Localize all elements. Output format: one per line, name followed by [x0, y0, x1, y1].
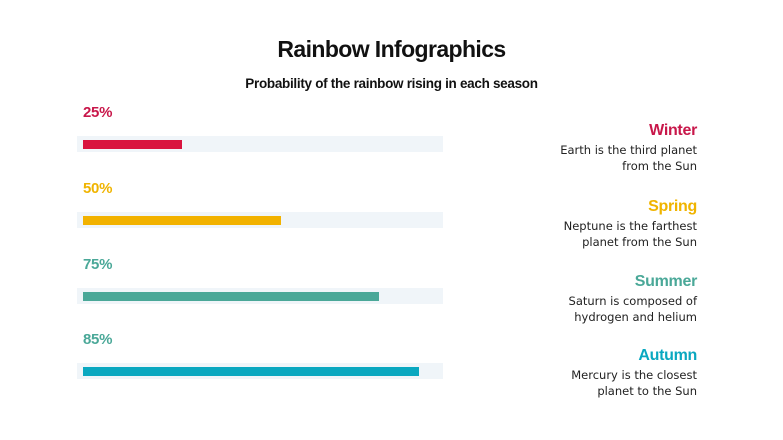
percent-label: 50%: [83, 180, 113, 197]
season-description: Mercury is the closest planet to the Sun: [497, 367, 697, 399]
percent-label: 85%: [83, 331, 113, 348]
bar-track: [77, 363, 443, 379]
description-line: hydrogen and helium: [574, 310, 697, 324]
season-description: Saturn is composed of hydrogen and heliu…: [497, 293, 697, 325]
bar-fill: [83, 216, 281, 225]
description-line: from the Sun: [622, 159, 697, 173]
bar-fill: [83, 367, 419, 376]
bar-fill: [83, 292, 379, 301]
season-name: Spring: [648, 198, 697, 215]
description-line: Mercury is the closest: [571, 368, 697, 382]
description-line: Saturn is composed of: [568, 294, 697, 308]
page-title: Rainbow Infographics: [277, 36, 506, 62]
season-name: Summer: [634, 273, 698, 290]
page-subtitle: Probability of the rainbow rising in eac…: [245, 76, 538, 91]
season-summer: Summer Saturn is composed of hydrogen an…: [497, 273, 698, 325]
percent-label: 25%: [83, 104, 113, 121]
season-winter: Winter Earth is the third planet from th…: [497, 122, 697, 174]
season-spring: Spring Neptune is the farthest planet fr…: [497, 198, 698, 250]
season-name: Winter: [649, 122, 697, 139]
bar-fill: [83, 140, 182, 149]
description-line: planet to the Sun: [597, 384, 697, 398]
description-line: Earth is the third planet: [560, 143, 697, 157]
bar-track: [77, 136, 443, 152]
percent-label: 75%: [83, 256, 113, 273]
description-line: Neptune is the farthest: [563, 219, 697, 233]
season-description: Neptune is the farthest planet from the …: [497, 218, 697, 250]
season-name: Autumn: [638, 347, 697, 364]
bar-track: [77, 212, 443, 228]
bar-track: [77, 288, 443, 304]
season-description: Earth is the third planet from the Sun: [497, 142, 697, 174]
season-autumn: Autumn Mercury is the closest planet to …: [497, 347, 697, 399]
description-line: planet from the Sun: [582, 235, 697, 249]
